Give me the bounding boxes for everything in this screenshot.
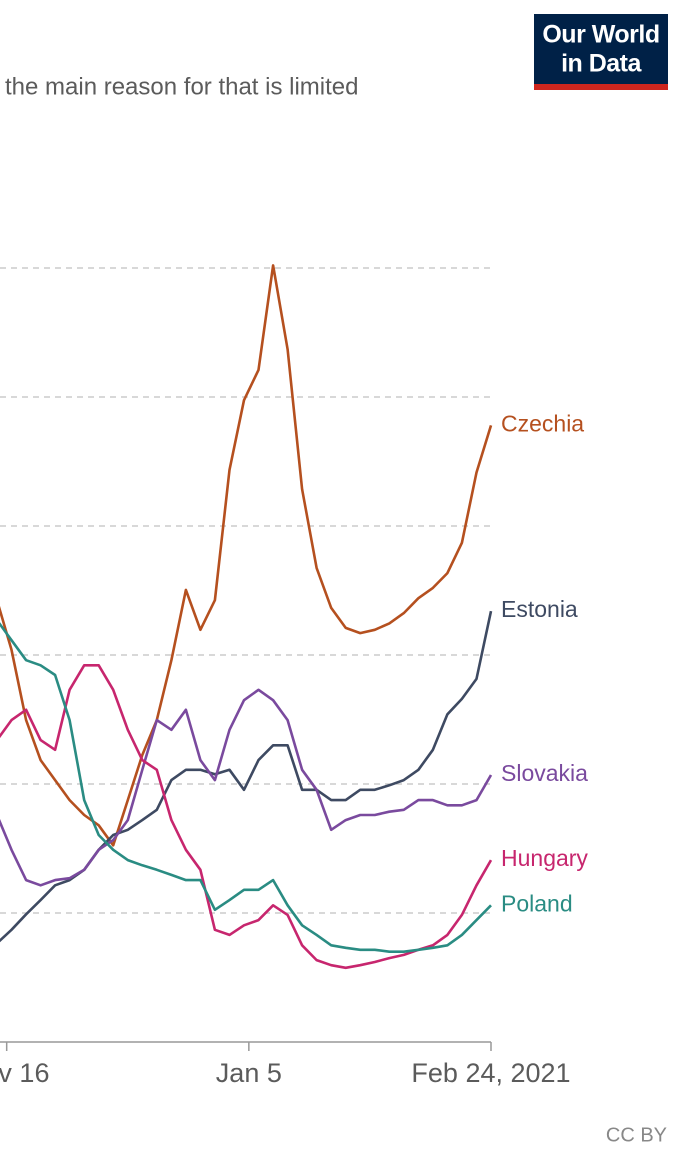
- chart-subtitle: the main reason for that is limited: [5, 73, 359, 100]
- line: [0, 622, 492, 953]
- license: CC BY: [606, 1124, 667, 1146]
- x-tick-label: Feb 24, 2021: [411, 1058, 570, 1088]
- line: [0, 264, 493, 847]
- legend-label: Poland: [501, 890, 573, 916]
- x-tick-label: Jan 5: [216, 1058, 282, 1088]
- legend-label: Hungary: [501, 845, 588, 871]
- line: [0, 610, 493, 943]
- logo-text: in Data: [561, 50, 642, 78]
- line: [0, 664, 493, 970]
- legend-label: Estonia: [501, 596, 578, 622]
- logo-text: Our World: [542, 21, 659, 49]
- line: [0, 688, 493, 887]
- legend-label: Slovakia: [501, 760, 588, 786]
- logo: Our World in Data: [534, 14, 668, 90]
- x-tick-label: Nov 16: [0, 1058, 49, 1088]
- logo-box: [534, 14, 668, 84]
- logo-bar: [534, 84, 668, 90]
- legend-label: Czechia: [501, 410, 584, 436]
